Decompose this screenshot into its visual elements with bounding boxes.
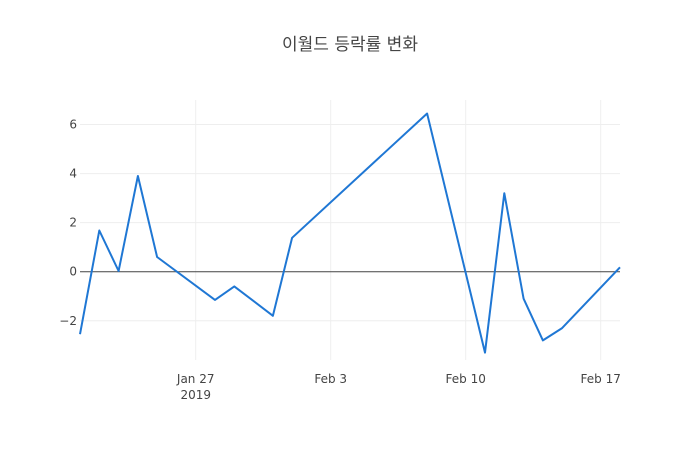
y-tick-label: −2 — [59, 314, 77, 328]
x-tick-label: Feb 3 — [314, 372, 347, 386]
grid-layer — [80, 100, 620, 360]
chart-title: 이월드 등락률 변화 — [282, 35, 418, 55]
series-layer — [79, 112, 621, 354]
x-tick-label: Jan 27 — [176, 372, 215, 386]
x-tick-sublabel: 2019 — [180, 388, 211, 402]
y-tick-label: 0 — [69, 265, 77, 279]
y-tick-label: 6 — [69, 118, 77, 132]
series-line-0 — [79, 112, 621, 354]
y-tick-label: 2 — [69, 216, 77, 230]
x-tick-label: Feb 10 — [446, 372, 486, 386]
x-tick-label: Feb 17 — [581, 372, 621, 386]
y-tick-label: 4 — [69, 167, 77, 181]
axis-layer: −2 0 2 4 6 Jan 27 2019 Feb 3 Feb 10 Feb 17 — [59, 118, 621, 402]
